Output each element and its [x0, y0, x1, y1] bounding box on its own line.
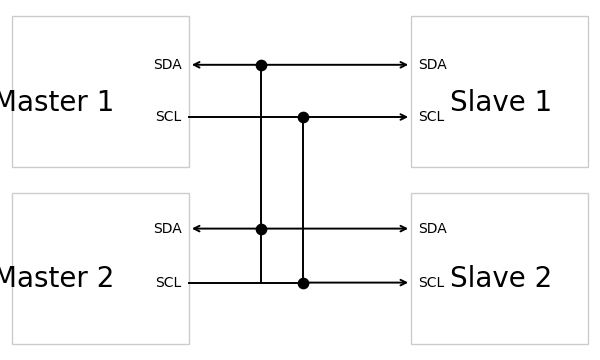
- FancyBboxPatch shape: [12, 193, 189, 344]
- Text: SDA: SDA: [418, 58, 447, 72]
- Point: [298, 114, 308, 120]
- Text: Master 2: Master 2: [0, 265, 115, 293]
- Text: SCL: SCL: [155, 276, 182, 289]
- Text: Slave 1: Slave 1: [450, 89, 552, 117]
- Text: SCL: SCL: [418, 276, 445, 289]
- FancyBboxPatch shape: [411, 193, 588, 344]
- Point: [298, 280, 308, 285]
- Text: SDA: SDA: [153, 58, 182, 72]
- Point: [256, 62, 266, 68]
- Text: SDA: SDA: [153, 222, 182, 235]
- Text: Slave 2: Slave 2: [450, 265, 552, 293]
- FancyBboxPatch shape: [411, 16, 588, 167]
- Point: [256, 226, 266, 231]
- FancyBboxPatch shape: [12, 16, 189, 167]
- Text: SCL: SCL: [155, 110, 182, 124]
- Text: SDA: SDA: [418, 222, 447, 235]
- Text: Master 1: Master 1: [0, 89, 115, 117]
- Text: SCL: SCL: [418, 110, 445, 124]
